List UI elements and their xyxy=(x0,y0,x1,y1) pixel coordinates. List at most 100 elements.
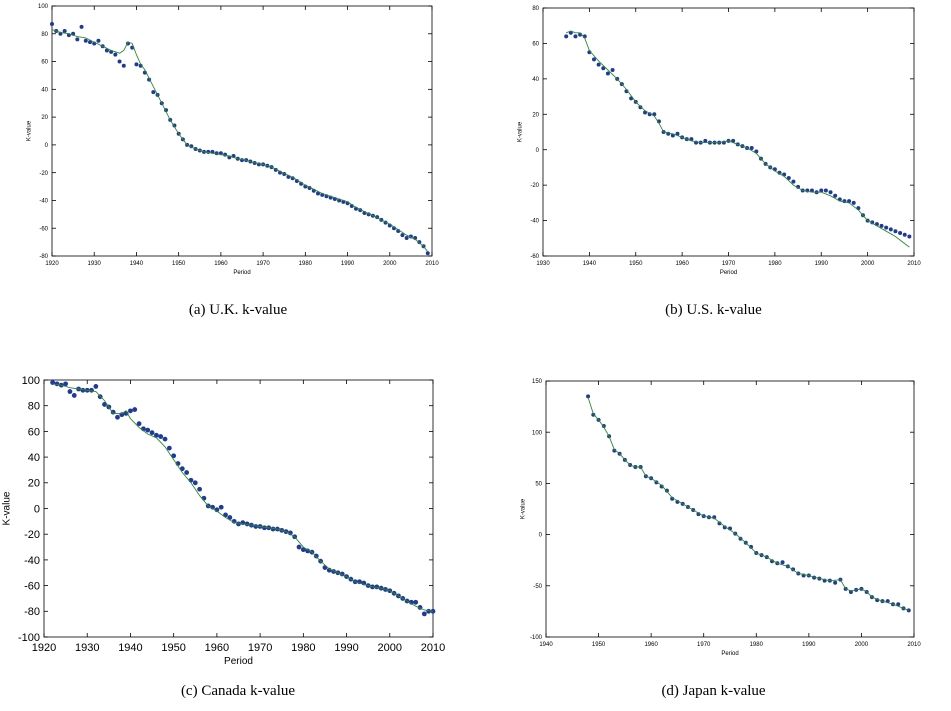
y-tick-label: -20 xyxy=(24,529,40,541)
data-point xyxy=(50,22,54,27)
fitted-line xyxy=(587,397,909,611)
data-point xyxy=(192,480,198,486)
data-point xyxy=(88,40,92,45)
data-point xyxy=(158,434,164,439)
x-tick-label: 2000 xyxy=(861,261,875,267)
y-tick-label: -60 xyxy=(24,580,40,592)
x-tick-label: 1950 xyxy=(592,642,606,648)
data-point xyxy=(413,599,419,605)
data-point xyxy=(153,432,159,438)
y-tick-label: -100 xyxy=(18,632,40,644)
x-tick-label: 2010 xyxy=(907,261,921,267)
data-point xyxy=(227,515,233,520)
data-point xyxy=(780,560,785,565)
data-point xyxy=(62,29,67,33)
x-tick-label: 1920 xyxy=(45,261,59,267)
data-point xyxy=(132,407,138,412)
data-point xyxy=(162,436,168,442)
x-tick-label: 1980 xyxy=(291,642,315,654)
y-tick-label: 20 xyxy=(532,112,539,118)
data-point xyxy=(316,191,320,196)
x-tick-label: 1930 xyxy=(75,642,99,654)
data-point xyxy=(601,66,606,71)
data-point xyxy=(79,24,84,29)
data-point xyxy=(134,62,139,67)
y-tick-label: 60 xyxy=(532,42,539,48)
x-tick-label: 2010 xyxy=(907,642,921,648)
data-point xyxy=(404,235,409,240)
chart-panel-japan: 1940 1950 1960 1970 1980 1990 2000 2010 -100 -50 0… xyxy=(476,360,951,711)
x-tick-label: 1990 xyxy=(334,642,358,654)
data-point xyxy=(610,68,615,72)
x-tick-label: 2010 xyxy=(421,642,445,654)
chart-panel-uk: 1920 1930 1940 1950 1960 1970 1980 1990 2000 2010… xyxy=(0,0,476,330)
data-point xyxy=(425,251,430,256)
y-tick-label: -40 xyxy=(39,199,48,205)
y-tick-label: -40 xyxy=(530,219,539,225)
data-point xyxy=(586,394,591,399)
x-axis-label: Period xyxy=(720,270,737,276)
data-point xyxy=(896,602,901,607)
data-point xyxy=(67,389,73,394)
data-point xyxy=(138,63,143,68)
data-point xyxy=(828,190,833,195)
x-tick-label: 1970 xyxy=(248,642,272,654)
y-tick-label: -80 xyxy=(24,606,40,618)
x-tick-label: 1980 xyxy=(768,261,782,267)
data-point xyxy=(612,448,617,453)
x-tick-label: 2000 xyxy=(378,642,402,654)
y-tick-label: 20 xyxy=(41,115,48,121)
data-point xyxy=(573,34,578,39)
chart-panel-us: 1930 1940 1950 1960 1970 1980 1990 2000 2010 -60 -… xyxy=(476,0,951,330)
data-point xyxy=(888,227,893,232)
x-axis-label: Period xyxy=(233,270,250,276)
data-point xyxy=(703,138,708,143)
x-tick-label: 1930 xyxy=(536,261,550,267)
data-point xyxy=(833,580,838,585)
data-point xyxy=(770,559,775,564)
y-tick-label: 0 xyxy=(536,148,540,154)
y-tick-label: 20 xyxy=(28,478,40,490)
data-point xyxy=(823,188,828,193)
data-point xyxy=(408,599,414,605)
data-point xyxy=(117,59,122,64)
data-point xyxy=(179,466,185,472)
x-tick-label: 1940 xyxy=(539,642,553,648)
data-point xyxy=(591,412,596,417)
x-tick-label: 1990 xyxy=(341,261,355,267)
y-tick-label: 80 xyxy=(41,32,48,38)
data-point xyxy=(400,233,405,238)
chart-caption-canada: (c) Canada k-value xyxy=(180,683,296,699)
data-point xyxy=(210,504,215,510)
data-point xyxy=(564,34,569,39)
chart-caption-uk: (a) U.K. k-value xyxy=(188,302,288,318)
data-point xyxy=(638,105,643,110)
x-tick-label: 1960 xyxy=(675,261,689,267)
data-point xyxy=(223,152,228,157)
y-axis-label: K-value xyxy=(520,498,526,519)
fitted-line xyxy=(566,30,910,248)
x-tick-label: 2000 xyxy=(383,261,397,267)
data-point xyxy=(906,608,911,613)
x-axis-label: Period xyxy=(721,651,738,657)
data-point xyxy=(305,548,311,554)
y-tick-label: -40 xyxy=(24,555,40,567)
data-point xyxy=(833,193,838,198)
data-point xyxy=(809,188,814,193)
data-point xyxy=(113,52,118,57)
x-tick-label: 1960 xyxy=(214,261,228,267)
x-tick-label: 1940 xyxy=(118,642,142,654)
x-tick-label: 2010 xyxy=(425,261,439,267)
data-point xyxy=(898,230,903,235)
data-point xyxy=(596,62,601,67)
y-tick-label: -20 xyxy=(530,183,539,189)
data-point xyxy=(819,188,824,193)
plot-frame xyxy=(545,380,915,638)
data-point xyxy=(166,445,172,451)
x-tick-label: 1980 xyxy=(299,261,313,267)
data-point xyxy=(96,38,101,43)
data-point xyxy=(717,521,722,526)
data-point xyxy=(300,547,306,553)
data-point xyxy=(786,176,791,181)
data-point xyxy=(136,421,142,427)
